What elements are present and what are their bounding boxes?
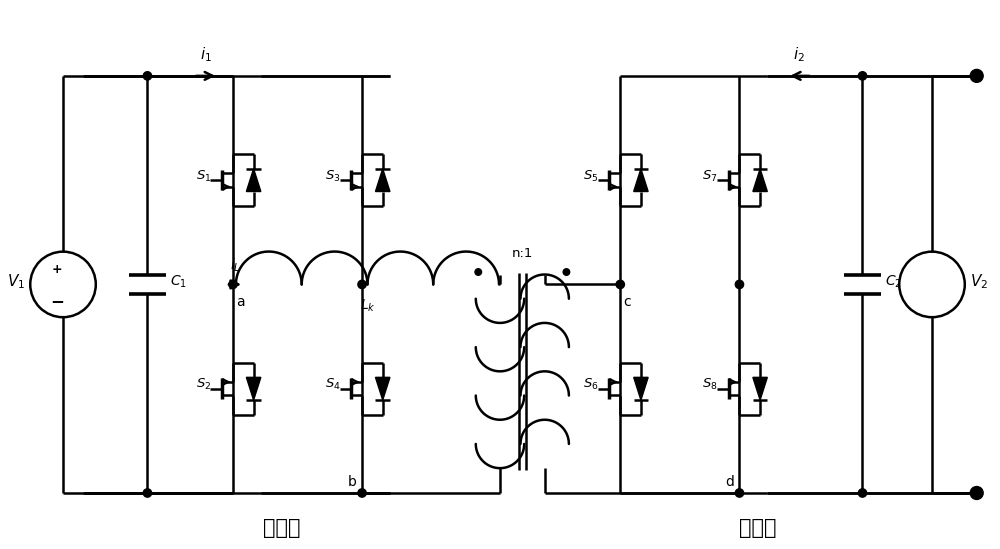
Text: d: d — [726, 475, 734, 489]
Text: $S_6$: $S_6$ — [583, 377, 599, 393]
Text: $S_7$: $S_7$ — [702, 169, 718, 184]
Circle shape — [735, 489, 744, 497]
Circle shape — [563, 269, 570, 275]
Polygon shape — [246, 169, 261, 192]
Text: $S_3$: $S_3$ — [325, 169, 341, 184]
Circle shape — [858, 489, 867, 497]
Text: $i_2$: $i_2$ — [793, 45, 805, 64]
Text: $S_2$: $S_2$ — [196, 377, 212, 393]
Circle shape — [970, 69, 983, 82]
Text: a: a — [236, 295, 245, 309]
Text: $i_1$: $i_1$ — [200, 45, 212, 64]
Text: c: c — [623, 295, 631, 309]
Circle shape — [229, 280, 237, 289]
Text: $V_1$: $V_1$ — [7, 272, 25, 291]
Polygon shape — [753, 169, 767, 192]
Text: $V_2$: $V_2$ — [970, 272, 988, 291]
Circle shape — [858, 72, 867, 80]
Text: $C_2$: $C_2$ — [885, 273, 902, 290]
Text: $L_k$: $L_k$ — [360, 298, 375, 313]
Text: $C_1$: $C_1$ — [170, 273, 187, 290]
Text: b: b — [348, 475, 357, 489]
Polygon shape — [375, 169, 390, 192]
Polygon shape — [753, 377, 767, 400]
Polygon shape — [246, 377, 261, 400]
Text: $S_1$: $S_1$ — [196, 169, 212, 184]
Circle shape — [475, 269, 482, 275]
Text: n:1: n:1 — [512, 247, 533, 260]
Circle shape — [143, 489, 152, 497]
Circle shape — [358, 280, 366, 289]
Text: 二次侧: 二次侧 — [739, 518, 777, 538]
Polygon shape — [634, 377, 648, 400]
Text: 一次侧: 一次侧 — [263, 518, 300, 538]
Text: +: + — [52, 263, 62, 276]
Circle shape — [616, 280, 624, 289]
Text: $i_L$: $i_L$ — [230, 256, 240, 273]
Polygon shape — [634, 169, 648, 192]
Circle shape — [970, 486, 983, 500]
Circle shape — [143, 72, 152, 80]
Text: $S_4$: $S_4$ — [325, 377, 341, 393]
Text: $S_5$: $S_5$ — [583, 169, 599, 184]
Text: −: − — [50, 292, 64, 310]
Circle shape — [735, 280, 744, 289]
Text: $S_8$: $S_8$ — [702, 377, 718, 393]
Circle shape — [358, 489, 366, 497]
Polygon shape — [375, 377, 390, 400]
